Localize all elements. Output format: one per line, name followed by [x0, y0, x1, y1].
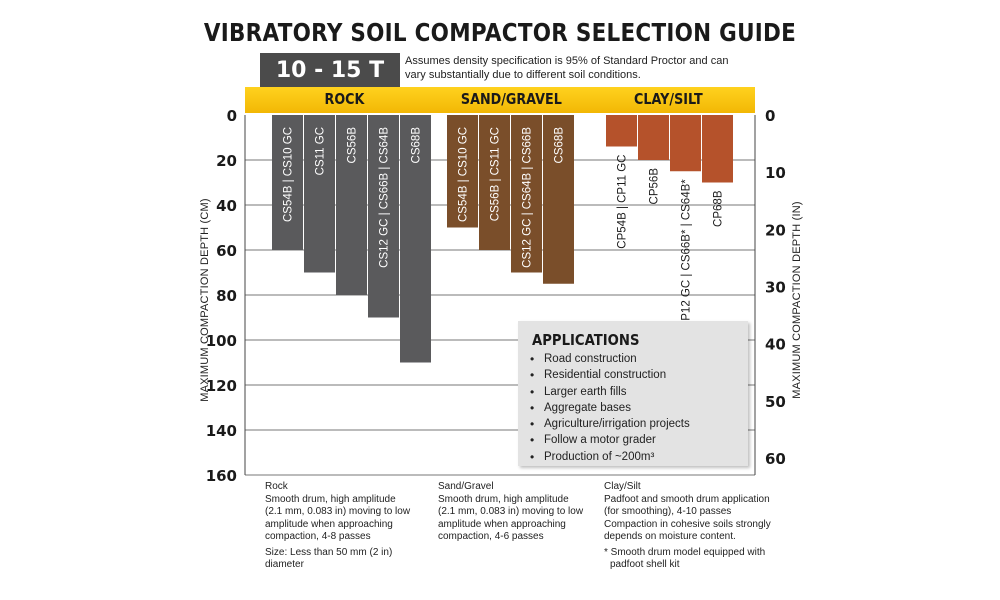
note-line: Compaction in cohesive soils strongly	[604, 518, 771, 530]
y-axis-label-left: MAXIMUM COMPACTION DEPTH (CM)	[199, 198, 211, 402]
bar-label: CP56B	[649, 168, 661, 205]
note-line: diameter	[265, 559, 304, 570]
note-line: compaction, 4-6 passes	[438, 531, 544, 542]
bar-label: CS56B	[347, 127, 359, 164]
y-tick-label-right: 0	[765, 107, 775, 125]
y-tick-label-right: 50	[765, 393, 786, 411]
bar	[368, 115, 399, 318]
y-tick-label-right: 10	[765, 164, 786, 182]
list-item: Road construction	[528, 351, 690, 368]
applications-list: Road construction Residential constructi…	[528, 351, 690, 465]
y-tick-label-left: 100	[206, 332, 237, 350]
note-line: depends on moisture content.	[604, 531, 736, 542]
bar	[336, 115, 367, 295]
category-band	[245, 87, 755, 113]
list-item: Larger earth fills	[528, 384, 690, 401]
note-line: compaction, 4-8 passes	[265, 531, 371, 542]
note-line: Padfoot and smooth drum application	[604, 493, 770, 505]
applications-box: APPLICATIONS Road construction Residenti…	[518, 321, 748, 466]
bar-label: CS12 GC | CS66B | CS64B	[379, 127, 391, 268]
list-item: Follow a motor grader	[528, 432, 690, 449]
assumption-note: Assumes density specification is 95% of …	[405, 55, 729, 81]
category-label-sand-gravel: SAND/GRAVEL	[460, 90, 562, 108]
bar	[479, 115, 510, 250]
note-line: (for smoothing), 4-10 passes	[604, 506, 732, 517]
list-item: Residential construction	[528, 367, 690, 384]
y-tick-label-left: 60	[216, 242, 237, 260]
note-line: padfoot shell kit	[610, 559, 680, 570]
note-line: * Smooth drum model equipped with	[604, 546, 766, 558]
page-title: VIBRATORY SOIL COMPACTOR SELECTION GUIDE	[203, 18, 797, 47]
y-tick-label-left: 40	[216, 197, 237, 215]
y-tick-label-left: 120	[206, 377, 237, 395]
note-line: Size: Less than 50 mm (2 in)	[265, 546, 393, 558]
bar	[511, 115, 542, 273]
bar-label: CP68B	[713, 190, 725, 227]
weight-class-badge: 10 - 15 T	[260, 53, 400, 87]
note-line: Sand/Gravel	[438, 481, 494, 492]
bar-label: CP54B | CP11 GC	[617, 155, 629, 249]
note-line: Clay/Silt	[604, 481, 641, 492]
y-tick-label-right: 40	[765, 336, 786, 354]
bar	[447, 115, 478, 228]
note-line: (2.1 mm, 0.083 in) moving to low	[438, 506, 584, 517]
note-line: Smooth drum, high amplitude	[438, 493, 569, 505]
bar	[638, 115, 669, 160]
bar-label: CS68B	[554, 127, 566, 164]
bar-label: CS68B	[411, 127, 423, 164]
note-clay-silt: Clay/Silt Padfoot and smooth drum applic…	[604, 481, 794, 572]
bar-label: CS54B | CS10 GC	[458, 127, 470, 222]
y-axis-label-right: MAXIMUM COMPACTION DEPTH (IN)	[791, 201, 803, 399]
y-tick-label-left: 140	[206, 422, 237, 440]
y-tick-label-right: 60	[765, 450, 786, 468]
bar-label: CS56B | CS11 GC	[490, 127, 502, 221]
list-item: Agriculture/irrigation projects	[528, 416, 690, 433]
y-tick-label-left: 160	[206, 467, 237, 485]
bar	[400, 115, 431, 363]
note-rock: Rock Smooth drum, high amplitude (2.1 mm…	[265, 481, 435, 572]
bar	[543, 115, 574, 284]
note-line: amplitude when approaching	[438, 518, 566, 530]
bar-label: CS12 GC | CS64B | CS66B	[522, 127, 534, 268]
bar-label: CP12 GC | CS66B* | CS64B*	[681, 179, 693, 329]
note-line: amplitude when approaching	[265, 518, 393, 530]
y-tick-label-left: 80	[216, 287, 237, 305]
category-label-rock: ROCK	[324, 90, 365, 108]
y-tick-label-left: 20	[216, 152, 237, 170]
bar	[304, 115, 335, 273]
bar	[702, 115, 733, 183]
y-tick-label-right: 20	[765, 221, 786, 239]
bar-label: CS54B | CS10 GC	[283, 127, 295, 222]
category-label-clay-silt: CLAY/SILT	[634, 90, 703, 108]
y-tick-label-left: 0	[227, 107, 237, 125]
bar	[272, 115, 303, 250]
bar	[670, 115, 701, 172]
bar-label: CS11 GC	[315, 127, 327, 175]
list-item: Production of ~200m³	[528, 449, 690, 466]
applications-title: APPLICATIONS	[532, 331, 640, 349]
bar	[606, 115, 637, 147]
note-line: Rock	[265, 481, 288, 492]
y-tick-label-right: 30	[765, 278, 786, 296]
note-line: Smooth drum, high amplitude	[265, 493, 396, 505]
list-item: Aggregate bases	[528, 400, 690, 417]
note-sand-gravel: Sand/Gravel Smooth drum, high amplitude …	[438, 481, 608, 544]
note-line: (2.1 mm, 0.083 in) moving to low	[265, 506, 411, 517]
